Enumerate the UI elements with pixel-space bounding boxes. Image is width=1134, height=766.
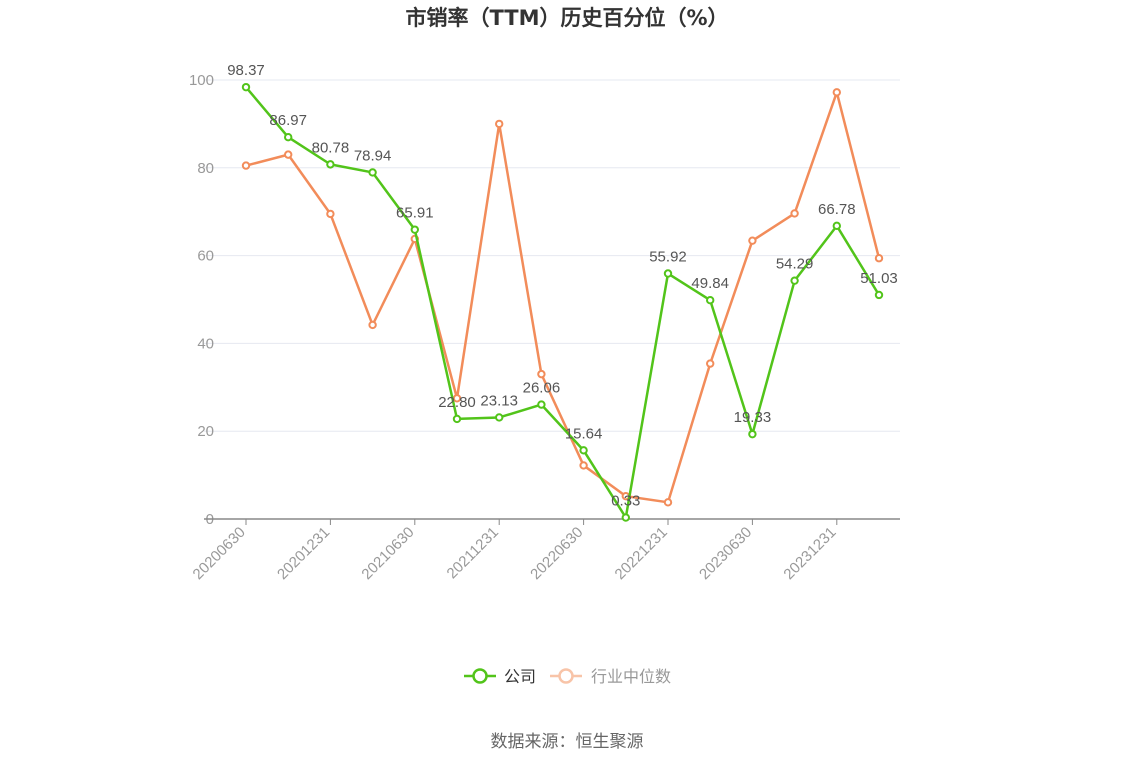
data-label: 51.03 [860,270,898,287]
y-tick-label: 40 [197,335,214,352]
plot-area [241,82,884,522]
data-label: 80.78 [312,139,350,156]
series-line-industry [245,91,881,504]
data-point-company[interactable] [410,225,419,234]
data-point-industry[interactable] [706,359,715,368]
legend-industry-label: 行业中位数 [591,667,671,686]
legend-company-label: 公司 [504,667,536,686]
data-point-company[interactable] [621,513,630,522]
data-point-company[interactable] [537,400,546,409]
data-labels: 98.37 86.97 80.78 78.94 65.91 22.80 23.13 26.06… [227,62,898,509]
x-axis: 20200630 20201231 20210630 20211231 20220630… [190,519,840,583]
data-point-company[interactable] [663,269,673,278]
data-label: 49.84 [691,275,729,292]
x-tick-label: 20221231 [612,524,671,583]
x-tick-label: 20230630 [696,524,755,583]
data-point-industry[interactable] [537,369,546,379]
y-axis: 020406080100 [189,72,214,528]
x-tick-label: 20201231 [274,524,333,583]
data-point-company[interactable] [706,296,715,305]
data-point-company[interactable] [452,414,462,424]
data-label: 55.92 [649,249,687,266]
data-label: 66.78 [818,201,856,218]
data-point-company[interactable] [368,168,377,177]
data-point-industry[interactable] [495,119,504,129]
data-point-industry[interactable] [874,254,884,263]
chart-title: 市销率（TTM）历史百分位（%） [405,6,728,30]
data-point-industry[interactable] [241,161,251,170]
data-point-company[interactable] [579,446,588,455]
data-label: 26.06 [523,380,561,397]
data-label: 22.80 [438,394,476,411]
grid [204,79,900,432]
data-label: 15.64 [565,425,603,442]
data-point-industry[interactable] [832,88,841,97]
data-label: 65.91 [396,205,434,222]
data-label: 23.13 [480,392,518,409]
y-tick-label: 20 [197,423,214,440]
y-tick-label: 80 [197,160,214,177]
data-label: 98.37 [227,62,265,79]
legend-item-industry[interactable]: 行业中位数 [550,667,671,686]
data-point-industry[interactable] [579,461,588,470]
data-label: 54.29 [776,256,814,273]
legend[interactable]: 公司 行业中位数 [464,667,671,686]
data-point-company[interactable] [241,82,251,92]
legend-industry-marker-icon [558,668,574,684]
data-label: 78.94 [354,147,392,164]
data-point-industry[interactable] [663,498,673,507]
data-label: 19.33 [734,409,772,426]
series-line-company [245,86,881,519]
data-point-company[interactable] [326,160,335,169]
y-tick-label: 60 [197,248,214,265]
legend-company-marker-icon [472,668,488,684]
data-point-industry[interactable] [452,394,462,403]
data-point-company[interactable] [748,429,757,439]
data-label: 0.33 [611,493,640,510]
data-point-company[interactable] [874,290,884,300]
data-point-company[interactable] [495,413,504,422]
data-point-industry[interactable] [790,209,799,218]
data-point-industry[interactable] [368,320,377,330]
legend-item-company[interactable]: 公司 [464,667,536,686]
x-tick-label: 20220630 [527,524,586,583]
x-tick-label: 20210630 [358,524,417,583]
data-point-industry[interactable] [284,150,293,159]
data-point-company[interactable] [832,221,841,231]
data-point-industry[interactable] [748,236,757,245]
x-tick-label: 20211231 [444,524,502,582]
data-label: 86.97 [269,112,307,129]
data-point-company[interactable] [284,133,293,142]
x-tick-label: 20200630 [190,524,249,583]
data-point-industry[interactable] [326,209,335,219]
x-tick-label: 20231231 [780,524,839,583]
data-point-company[interactable] [790,276,799,285]
y-tick-label: 100 [189,72,214,89]
source-text: 数据来源：恒生聚源 [491,732,644,752]
